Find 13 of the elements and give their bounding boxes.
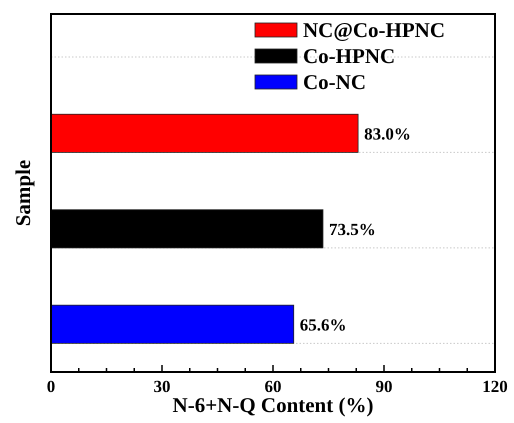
data-label: 73.5% bbox=[328, 220, 376, 239]
y-axis-title: Sample bbox=[11, 160, 35, 226]
legend-label: NC@Co-HPNC bbox=[303, 18, 446, 42]
legend-label: Co-HPNC bbox=[303, 44, 396, 68]
x-tick-label: 60 bbox=[264, 377, 282, 396]
x-axis-title: N-6+N-Q Content (%) bbox=[172, 393, 374, 417]
x-tick-label: 120 bbox=[482, 377, 508, 396]
legend-label: Co-NC bbox=[303, 70, 366, 94]
data-label: 65.6% bbox=[300, 315, 346, 334]
x-tick-label: 0 bbox=[46, 377, 56, 396]
data-label: 83.0% bbox=[364, 124, 411, 144]
x-tick-label: 90 bbox=[376, 377, 392, 396]
x-tick-label: 30 bbox=[154, 377, 170, 396]
